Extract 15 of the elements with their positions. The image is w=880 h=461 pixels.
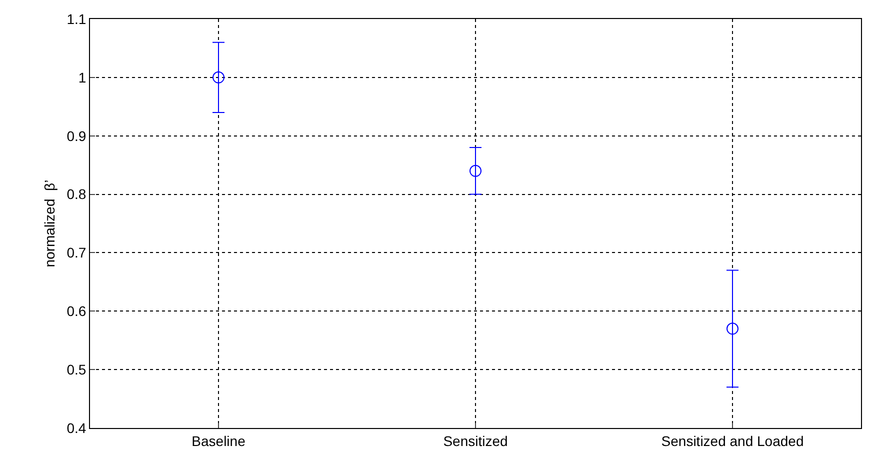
y-tick-label: 1 [78, 69, 86, 86]
y-tick-label: 0.8 [66, 186, 86, 202]
y-tick-label: 0.6 [66, 303, 86, 320]
point [212, 71, 224, 84]
x-tick-label: Sensitized [443, 432, 508, 449]
x-tick-label: Baseline [192, 432, 246, 449]
y-tick-label: 0.5 [66, 361, 86, 378]
x-tick-label: Sensitized and Loaded [661, 432, 804, 449]
y-tick-label: 0.7 [66, 244, 86, 261]
y-tick-label: 1.1 [66, 10, 86, 27]
point [726, 322, 738, 335]
y-axis-title: normalized β’ [41, 180, 58, 268]
point [470, 164, 482, 177]
y-tick-label: 0.4 [66, 420, 86, 436]
y-tick-label: 0.9 [66, 128, 86, 144]
